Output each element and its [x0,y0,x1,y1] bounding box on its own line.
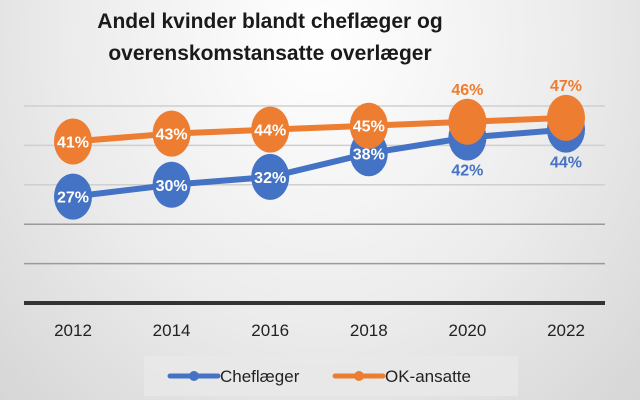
legend-label: Cheflæger [220,367,300,386]
data-point [349,102,388,149]
data-point [251,153,290,200]
legend-marker-icon [189,371,199,381]
series-data-labels: 41% 43% 44% 45% 46% 47% [57,78,582,152]
x-tick-label: 2022 [547,321,585,340]
series-Cheflæger [72,126,567,200]
data-label: 32% [254,170,286,187]
data-label: 30% [156,178,188,195]
x-tick-label: 2018 [350,321,388,340]
data-label: 41% [57,134,89,151]
x-tick-label: 2012 [54,321,92,340]
series-line [72,126,567,200]
data-label: 43% [156,127,188,144]
chart-title-line-2: overenskomstansatte overlæger [108,42,431,65]
data-point [152,110,191,157]
data-point [152,161,191,208]
series-markers [54,94,585,165]
data-label: 38% [353,146,385,163]
chart-title-line-1: Andel kvinder blandt cheflæger og [97,10,442,33]
data-point [251,106,290,153]
x-tick-label: 2014 [153,321,191,340]
data-point [54,118,92,165]
data-point [54,173,92,220]
data-label: 44% [254,123,286,140]
legend-marker-icon [354,371,364,381]
data-point [448,98,487,145]
x-tick-label: 2020 [448,321,486,340]
series-data-labels: 27% 30% 32% 38% 42% 44% [57,146,582,206]
data-point [547,94,585,141]
data-label: 47% [550,78,582,95]
data-label: 45% [353,119,385,136]
legend: Cheflæger OK-ansatte [144,356,518,396]
data-label: 44% [550,155,582,172]
data-label: 46% [451,82,483,99]
legend-label: OK-ansatte [385,367,471,386]
data-label: 27% [57,190,89,207]
x-tick-label: 2016 [251,321,289,340]
data-label: 42% [451,163,483,180]
